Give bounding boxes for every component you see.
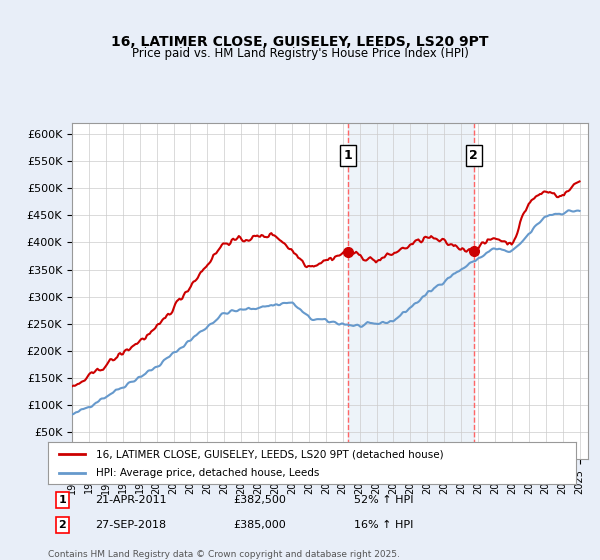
Text: £382,500: £382,500 <box>233 495 286 505</box>
Text: 52% ↑ HPI: 52% ↑ HPI <box>354 495 414 505</box>
Text: Price paid vs. HM Land Registry's House Price Index (HPI): Price paid vs. HM Land Registry's House … <box>131 46 469 60</box>
Text: 1: 1 <box>343 149 352 162</box>
Bar <box>348 123 474 459</box>
Text: 21-APR-2011: 21-APR-2011 <box>95 495 167 505</box>
Text: 16, LATIMER CLOSE, GUISELEY, LEEDS, LS20 9PT: 16, LATIMER CLOSE, GUISELEY, LEEDS, LS20… <box>111 35 489 49</box>
Text: 27-SEP-2018: 27-SEP-2018 <box>95 520 167 530</box>
Text: £385,000: £385,000 <box>233 520 286 530</box>
Text: 2: 2 <box>469 149 478 162</box>
Text: 16, LATIMER CLOSE, GUISELEY, LEEDS, LS20 9PT (detached house): 16, LATIMER CLOSE, GUISELEY, LEEDS, LS20… <box>95 449 443 459</box>
Text: HPI: Average price, detached house, Leeds: HPI: Average price, detached house, Leed… <box>95 468 319 478</box>
Text: 1: 1 <box>59 495 67 505</box>
Text: Contains HM Land Registry data © Crown copyright and database right 2025.
This d: Contains HM Land Registry data © Crown c… <box>48 550 400 560</box>
Text: 16% ↑ HPI: 16% ↑ HPI <box>354 520 413 530</box>
Text: 2: 2 <box>59 520 67 530</box>
